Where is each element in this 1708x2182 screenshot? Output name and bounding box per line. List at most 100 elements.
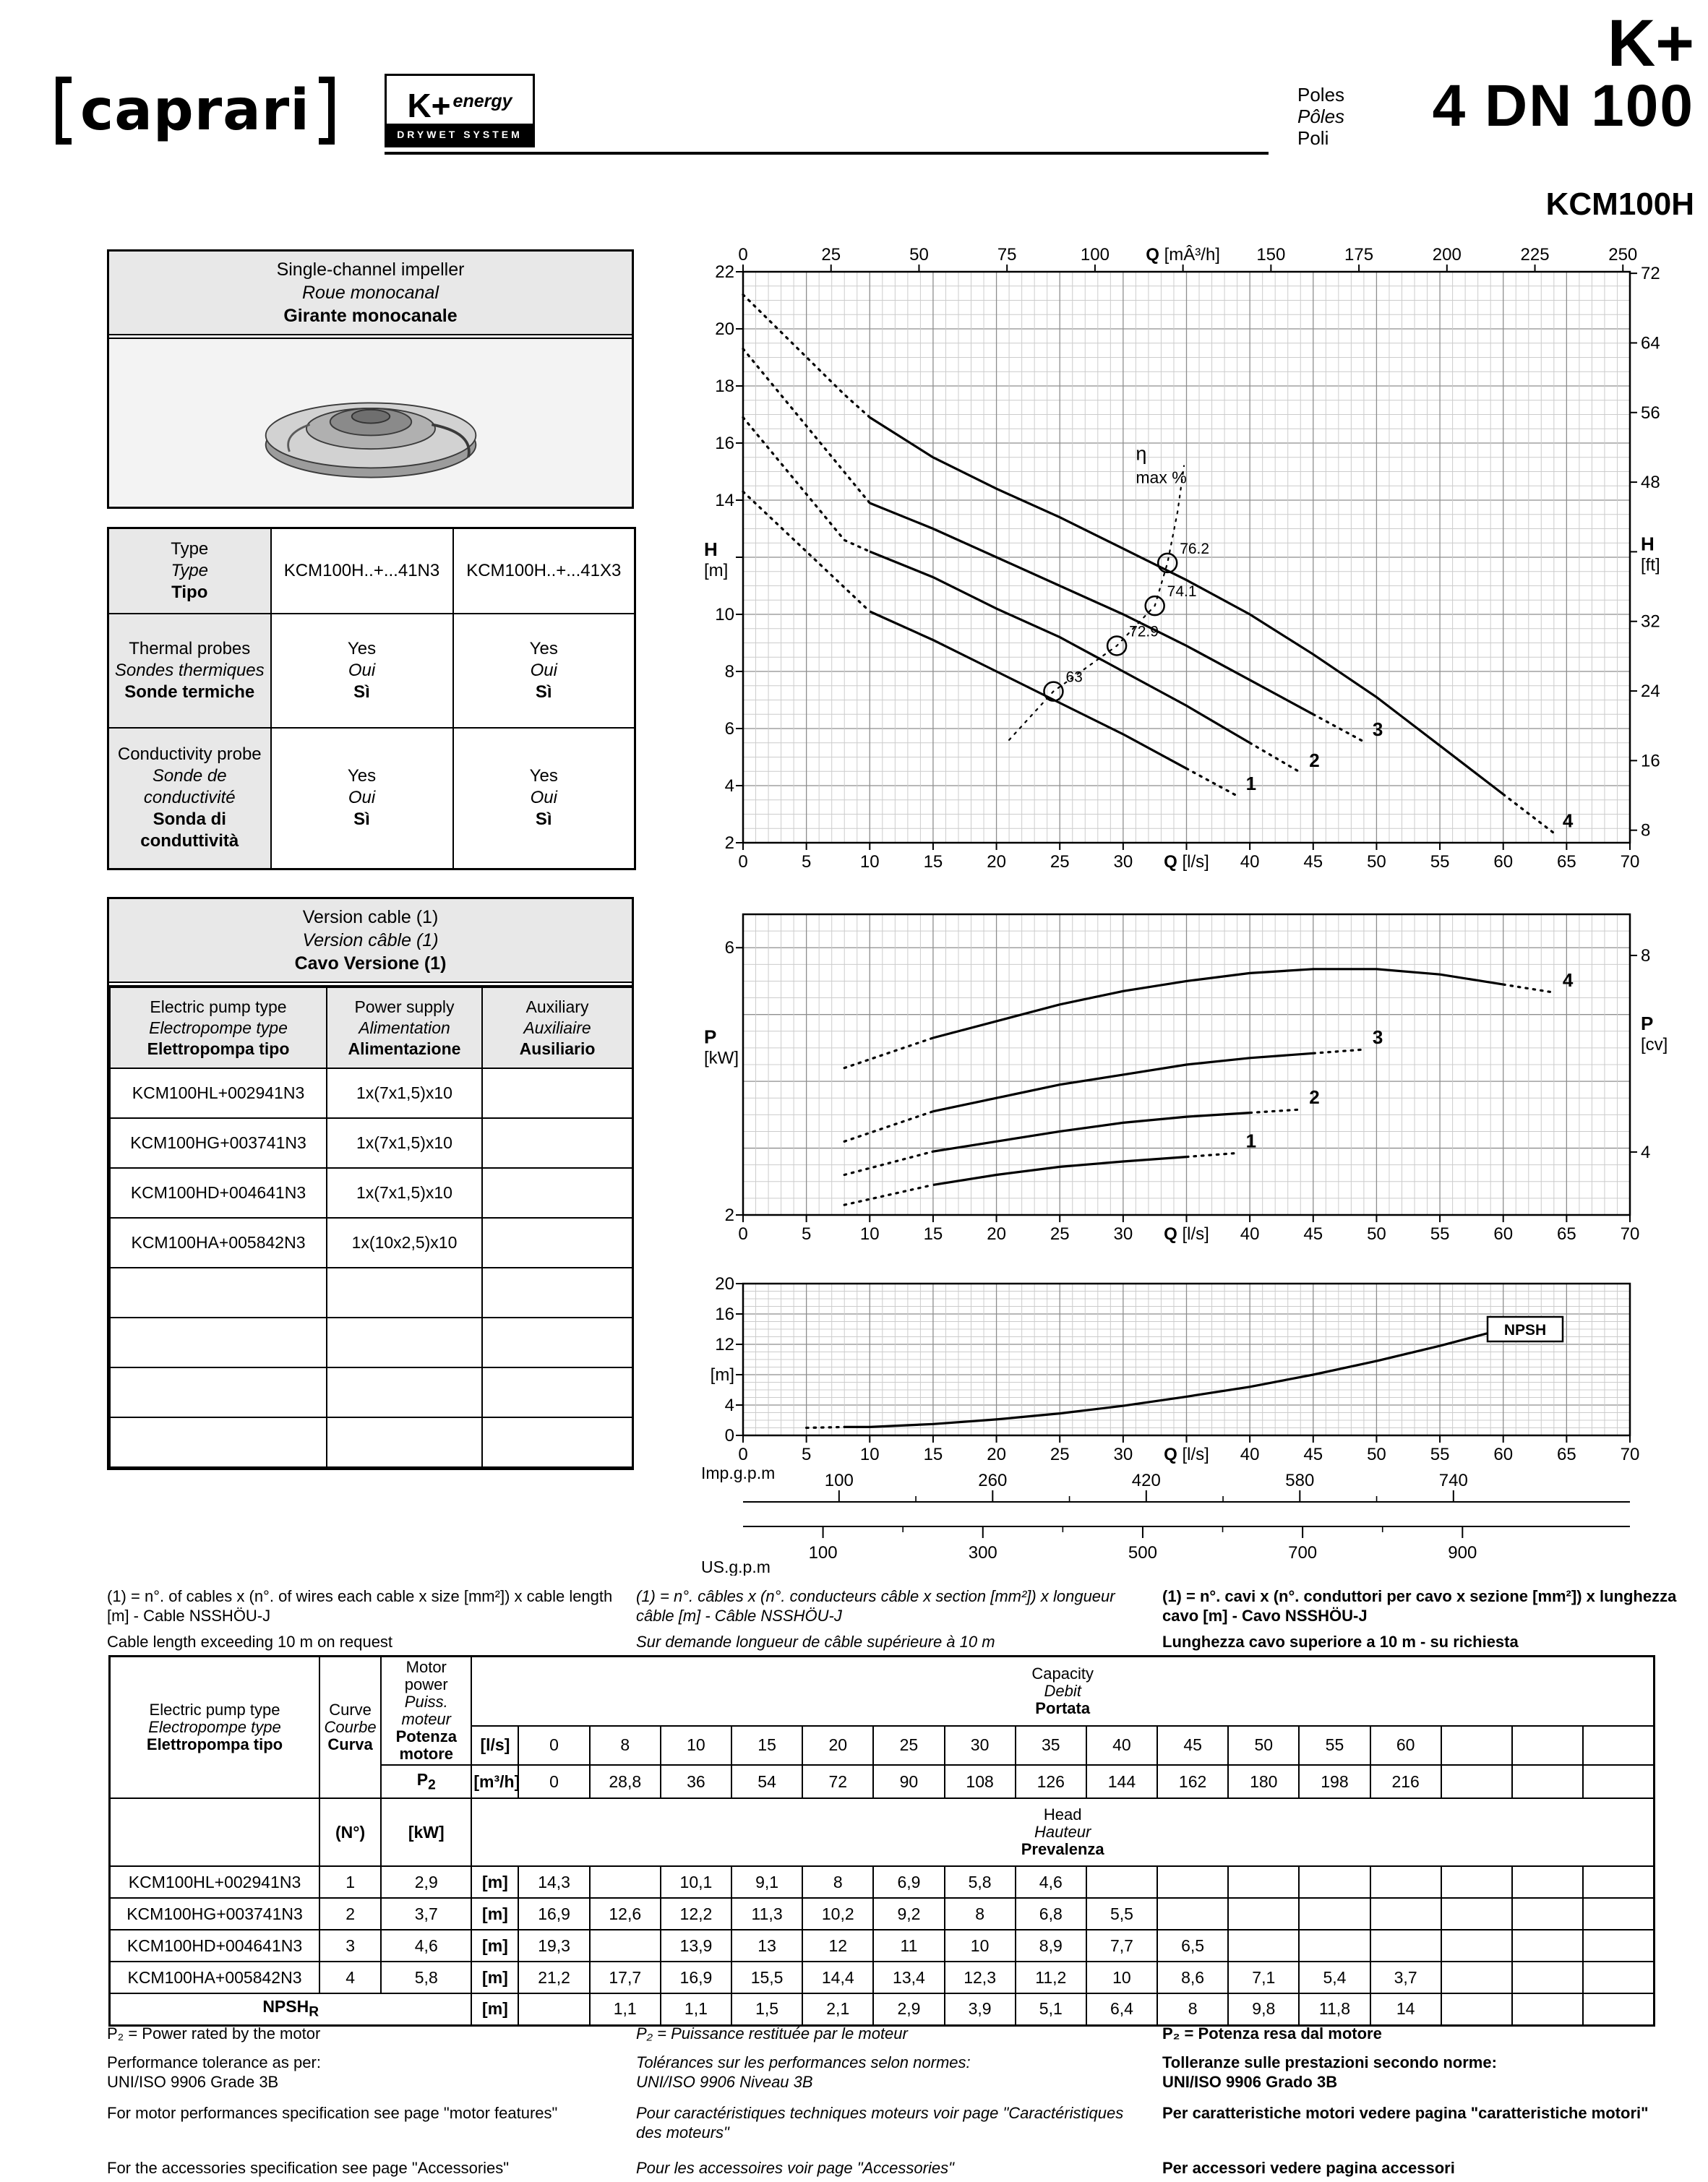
cable-cell: KCM100HG+003741N3 bbox=[109, 1117, 327, 1169]
footer-en-tolerance: Performance tolerance as per: UNI/ISO 99… bbox=[107, 2053, 321, 2091]
ls-value bbox=[1511, 1724, 1584, 1766]
svg-text:56: 56 bbox=[1641, 403, 1660, 423]
impeller-box-title: Single-channel impeller Roue monocanal G… bbox=[109, 252, 632, 335]
cable-cell bbox=[481, 1317, 633, 1368]
logo-bracket-right bbox=[319, 77, 335, 145]
svg-text:70: 70 bbox=[1621, 852, 1640, 872]
footer-it-accessories: Per accessori vedere pagina accessori bbox=[1162, 2159, 1455, 2177]
energy-logo-text: energy bbox=[452, 91, 512, 111]
m-unit: [m] bbox=[471, 1897, 520, 1930]
footer-en-accessories: For the accessories specification see pa… bbox=[107, 2159, 510, 2177]
cable-cell bbox=[481, 1117, 633, 1169]
npsh-value bbox=[1582, 1993, 1655, 2026]
npsh-value bbox=[1440, 1993, 1513, 2026]
cable-table: Electric pump type Electropompe type Ele… bbox=[109, 987, 633, 1468]
svg-text:500: 500 bbox=[1128, 1543, 1157, 1563]
svg-text:US.g.p.m: US.g.p.m bbox=[701, 1558, 771, 1576]
cable-table-row bbox=[109, 1417, 633, 1468]
svg-text:18: 18 bbox=[715, 377, 734, 396]
impeller-title-it: Girante monocanale bbox=[283, 306, 458, 326]
svg-text:10: 10 bbox=[860, 852, 880, 872]
svg-text:[ft]: [ft] bbox=[1641, 555, 1660, 575]
head-value bbox=[1298, 1897, 1371, 1930]
npsh-value: 5,1 bbox=[1014, 1993, 1087, 2026]
svg-text:100: 100 bbox=[1081, 245, 1110, 265]
head-value: 7,7 bbox=[1085, 1929, 1159, 1962]
svg-text:50: 50 bbox=[1367, 852, 1386, 872]
svg-text:100: 100 bbox=[809, 1543, 838, 1563]
svg-text:2: 2 bbox=[1309, 749, 1319, 771]
svg-text:Imp.g.p.m: Imp.g.p.m bbox=[701, 1467, 775, 1482]
pump-type-cell: KCM100HD+004641N3 bbox=[108, 1929, 321, 1962]
svg-text:30: 30 bbox=[1114, 1445, 1133, 1464]
type-row: Type Type Tipo KCM100H..+...41N3 KCM100H… bbox=[107, 527, 636, 614]
curve-header: Curve Courbe Curva bbox=[319, 1655, 382, 1799]
svg-text:55: 55 bbox=[1430, 1445, 1450, 1464]
poles-fr: Pôles bbox=[1297, 106, 1345, 127]
type-value-1: KCM100H..+...41N3 bbox=[270, 527, 454, 614]
cable-col-pump: Electric pump type Electropompe type Ele… bbox=[109, 987, 327, 1069]
svg-text:72.9: 72.9 bbox=[1129, 623, 1159, 640]
cable-cell: KCM100HD+004641N3 bbox=[109, 1167, 327, 1219]
footer-it-tolerance: Tolleranze sulle prestazioni secondo nor… bbox=[1162, 2053, 1497, 2091]
svg-text:25: 25 bbox=[821, 245, 841, 265]
brand-wordmark: caprari bbox=[80, 78, 310, 143]
head-value: 11,3 bbox=[730, 1897, 804, 1930]
head-value bbox=[588, 1865, 661, 1899]
m3h-value: 198 bbox=[1298, 1764, 1371, 1799]
svg-text:0: 0 bbox=[738, 852, 747, 872]
head-value bbox=[1369, 1865, 1442, 1899]
svg-text:2: 2 bbox=[725, 833, 734, 853]
svg-text:2: 2 bbox=[1309, 1086, 1319, 1108]
ls-value: 60 bbox=[1369, 1724, 1442, 1766]
svg-text:48: 48 bbox=[1641, 473, 1660, 492]
thermal-probes-value-2: Yes Oui Sì bbox=[452, 612, 636, 729]
svg-text:50: 50 bbox=[1367, 1445, 1386, 1464]
curve-number-cell: 3 bbox=[319, 1929, 382, 1962]
p2-power-chart: 2 6 P [kW] 4 8 P [cv] 0 5 10 15 20 25 30 40 45 50 55 60 65 70… bbox=[687, 900, 1699, 1250]
ls-value: 40 bbox=[1085, 1724, 1159, 1766]
svg-text:η: η bbox=[1136, 443, 1146, 465]
pump-type-cell: KCM100HL+002941N3 bbox=[108, 1865, 321, 1899]
curve-number-cell: 1 bbox=[319, 1865, 382, 1899]
cable-cell: KCM100HA+005842N3 bbox=[109, 1217, 327, 1268]
cable-note-fr: (1) = n°. câbles x (n°. conducteurs câbl… bbox=[636, 1586, 1142, 1658]
ls-value: 25 bbox=[872, 1724, 945, 1766]
cable-col-power: Power supply Alimentation Alimentazione bbox=[326, 987, 483, 1069]
npsh-value: 11,8 bbox=[1298, 1993, 1371, 2026]
svg-text:8: 8 bbox=[1641, 946, 1650, 966]
svg-text:260: 260 bbox=[978, 1471, 1007, 1490]
svg-text:15: 15 bbox=[924, 1445, 943, 1464]
svg-text:3: 3 bbox=[1373, 1026, 1383, 1048]
double-rule bbox=[109, 335, 632, 339]
m3h-value: 54 bbox=[730, 1764, 804, 1799]
capacity-header: Capacity Debit Portata bbox=[471, 1655, 1655, 1727]
head-value bbox=[1227, 1865, 1300, 1899]
svg-text:[m]: [m] bbox=[704, 561, 728, 580]
head-value: 8,9 bbox=[1014, 1929, 1087, 1962]
ls-value: 0 bbox=[518, 1724, 591, 1766]
head-value: 6,8 bbox=[1014, 1897, 1087, 1930]
head-value bbox=[1156, 1897, 1229, 1930]
cable-version-box: Version cable (1) Version câble (1) Cavo… bbox=[107, 897, 634, 1470]
m3h-value: 36 bbox=[659, 1764, 733, 1799]
head-value bbox=[1227, 1897, 1300, 1930]
conductivity-probe-value-1: Yes Oui Sì bbox=[270, 726, 454, 870]
svg-text:16: 16 bbox=[1641, 751, 1660, 770]
svg-text:22: 22 bbox=[715, 262, 734, 282]
head-value: 4,6 bbox=[1014, 1865, 1087, 1899]
poles-en: Poles bbox=[1297, 84, 1345, 106]
head-value bbox=[1440, 1929, 1513, 1962]
m3h-value bbox=[1582, 1764, 1655, 1799]
npsh-value: 2,9 bbox=[872, 1993, 945, 2026]
svg-text:250: 250 bbox=[1608, 245, 1637, 265]
svg-text:4: 4 bbox=[1563, 810, 1574, 832]
cable-cell bbox=[481, 1417, 633, 1468]
svg-text:580: 580 bbox=[1285, 1471, 1314, 1490]
head-value: 10 bbox=[943, 1929, 1016, 1962]
svg-text:225: 225 bbox=[1521, 245, 1550, 265]
svg-text:8: 8 bbox=[1641, 821, 1650, 841]
svg-text:100: 100 bbox=[825, 1471, 854, 1490]
npsh-value: 1,1 bbox=[588, 1993, 661, 2026]
svg-text:45: 45 bbox=[1303, 1224, 1323, 1244]
